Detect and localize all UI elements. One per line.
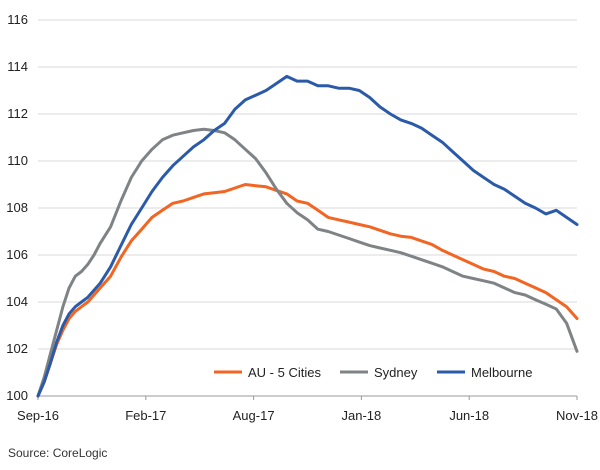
y-tick-label: 104 xyxy=(6,294,28,309)
x-tick-label: Jan-18 xyxy=(342,408,382,423)
y-tick-label: 100 xyxy=(6,388,28,403)
y-axis-ticks: 100 102 104 106 108 110 112 114 116 xyxy=(6,12,28,403)
x-tick-label: Jun-18 xyxy=(449,408,489,423)
legend-label: Melbourne xyxy=(471,365,532,380)
x-axis-ticks: Sep-16 Feb-17 Aug-17 Jan-18 Jun-18 Nov-18 xyxy=(17,396,598,423)
y-tick-label: 102 xyxy=(6,341,28,356)
source-note: Source: CoreLogic xyxy=(8,446,108,460)
y-tick-label: 116 xyxy=(7,12,28,27)
line-chart: 100 102 104 106 108 110 112 114 116 Sep-16 Feb-17… xyxy=(6,12,598,423)
x-tick-label: Sep-16 xyxy=(17,408,59,423)
y-tick-label: 112 xyxy=(7,106,28,121)
series-line-sydney xyxy=(36,127,579,398)
y-tick-label: 106 xyxy=(6,247,28,262)
y-tick-label: 110 xyxy=(7,153,28,168)
x-tick-label: Feb-17 xyxy=(125,408,166,423)
x-tick-label: Aug-17 xyxy=(233,408,275,423)
series-line-melbourne xyxy=(36,74,579,398)
legend-label: Sydney xyxy=(374,365,418,380)
gridlines xyxy=(38,19,577,397)
legend: AU - 5 Cities Sydney Melbourne xyxy=(214,365,532,380)
series-lines xyxy=(36,74,579,398)
legend-label: AU - 5 Cities xyxy=(248,365,321,380)
y-tick-label: 108 xyxy=(6,200,28,215)
series-line-au-5-cities xyxy=(36,183,579,398)
x-tick-label: Nov-18 xyxy=(556,408,598,423)
y-tick-label: 114 xyxy=(7,59,28,74)
